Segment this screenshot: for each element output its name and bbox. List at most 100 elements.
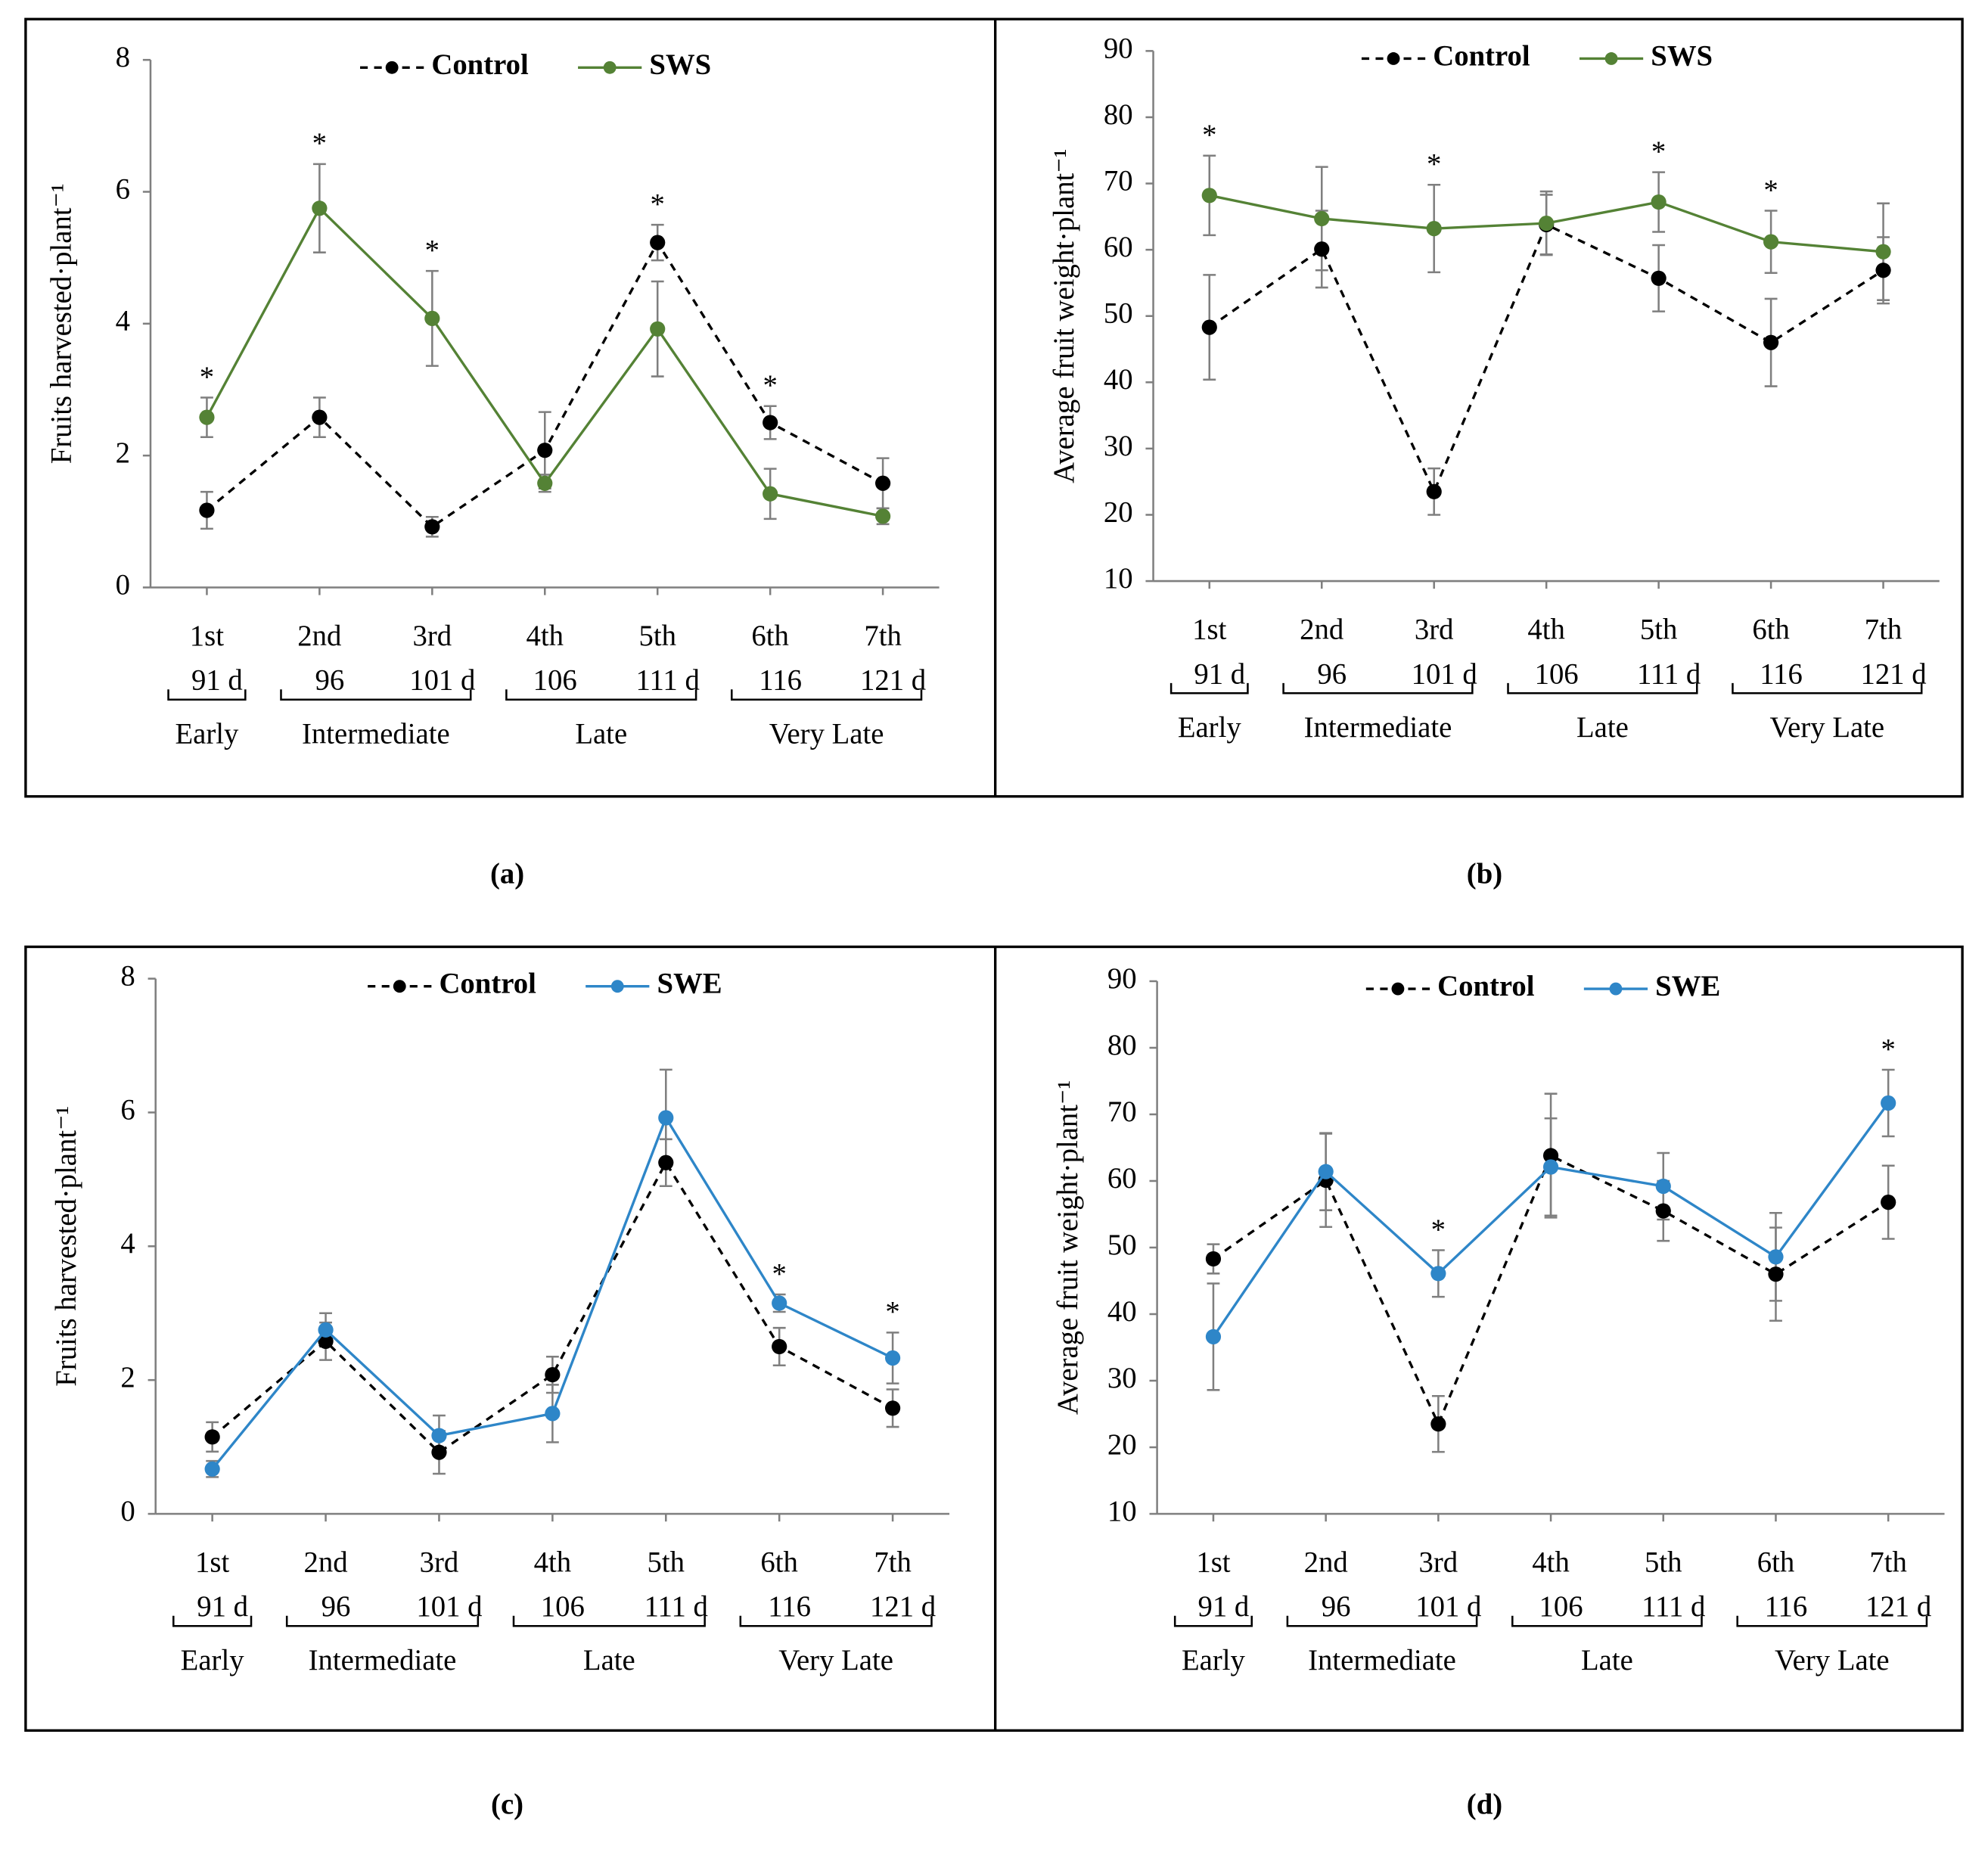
point [318,1322,334,1338]
y-tick-label: 6 [116,172,130,205]
x-tick-label: 2nd [1304,1546,1348,1578]
x-tick-label: 3rd [1415,613,1454,645]
point [545,1366,561,1383]
y-tick-label: 40 [1107,1295,1137,1328]
legend-marker [1609,982,1623,996]
legend-label: SWE [1655,970,1720,1002]
group-label: Very Late [778,1644,893,1677]
y-tick-label: 4 [120,1227,135,1260]
y-tick-label: 10 [1107,1495,1137,1527]
y-tick-label: 20 [1104,496,1133,528]
y-tick-label: 40 [1104,363,1133,396]
point [1430,1416,1446,1432]
x-tick-label: 2nd [297,620,341,652]
point [1426,220,1442,237]
y-tick-label: 20 [1107,1428,1137,1461]
group-bracket [1170,682,1249,695]
legend-marker [1391,982,1405,996]
significance-mark: * [1427,148,1441,181]
point [1314,210,1330,227]
x-tick-label: 7th [874,1546,912,1578]
panel-label: (d) [1467,1788,1502,1820]
point [1201,319,1217,335]
day-label: 106 [1539,1590,1583,1623]
point [884,1400,901,1416]
point [1881,1195,1896,1210]
x-tick-label: 3rd [420,1546,459,1578]
group-label: Early [1178,711,1242,744]
y-tick-label: 50 [1104,297,1133,330]
point [763,415,778,430]
point [545,1406,561,1422]
group-bracket [512,1615,706,1627]
group-bracket [285,1615,480,1627]
y-tick-label: 60 [1104,231,1133,263]
group-label: Intermediate [1304,711,1452,744]
point [650,321,666,337]
legend-label: Control [431,48,529,81]
day-label: 111 d [636,664,700,697]
group-bracket [1736,1615,1928,1627]
day-label: 96 [321,1590,351,1623]
point [199,409,215,425]
x-tick-label: 1st [1196,1546,1230,1578]
y-tick-label: 10 [1104,562,1133,595]
point [199,502,215,518]
legend-label: SWS [1651,39,1713,72]
x-tick-label: 1st [190,620,224,652]
point [1318,1164,1334,1179]
point [772,1338,787,1355]
x-tick-label: 6th [760,1546,798,1578]
point [1651,194,1667,210]
group-label: Early [181,1644,245,1677]
point [424,310,440,326]
point [874,475,891,491]
group-bracket [505,689,697,701]
y-tick-label: 90 [1107,962,1137,995]
day-label: 111 d [645,1590,708,1623]
x-tick-label: 4th [527,620,564,652]
y-tick-label: 30 [1107,1362,1137,1394]
y-tick-label: 8 [116,41,130,73]
significance-mark: * [312,127,327,160]
y-tick-label: 90 [1104,32,1133,64]
legend-label: Control [1437,970,1535,1002]
group-label: Late [575,717,627,750]
point [1875,244,1891,259]
panel-label: (b) [1467,858,1502,890]
legend-marker [603,61,617,74]
group-label: Intermediate [302,717,450,750]
x-tick-label: 4th [1527,613,1564,645]
point [1205,1251,1222,1267]
day-label: 116 [768,1590,811,1623]
significance-mark: * [1763,174,1778,207]
y-tick-label: 70 [1104,164,1133,197]
group-bracket [1286,1615,1478,1627]
point [1426,483,1442,499]
x-tick-label: 3rd [1419,1546,1458,1578]
x-tick-label: 7th [864,620,902,652]
point [204,1429,220,1445]
x-tick-label: 2nd [1300,613,1343,645]
group-bracket [172,1615,253,1627]
legend-label: Control [1433,39,1530,72]
day-label: 101 d [1415,1590,1481,1623]
day-label: 101 d [1412,657,1477,690]
day-label: 91 d [1198,1590,1250,1623]
day-label: 91 d [191,664,243,697]
significance-mark: * [763,369,777,402]
point [1542,1148,1559,1164]
group-bracket [739,1615,933,1627]
y-tick-label: 0 [120,1495,135,1527]
significance-mark: * [1881,1033,1895,1065]
x-tick-label: 2nd [304,1546,348,1578]
significance-mark: * [885,1296,899,1328]
day-label: 111 d [1642,1590,1705,1623]
point [884,1350,901,1366]
point [1651,270,1667,286]
significance-mark: * [772,1257,786,1290]
x-tick-label: 5th [1640,613,1678,645]
x-tick-label: 5th [1645,1546,1682,1578]
group-bracket [731,689,923,701]
